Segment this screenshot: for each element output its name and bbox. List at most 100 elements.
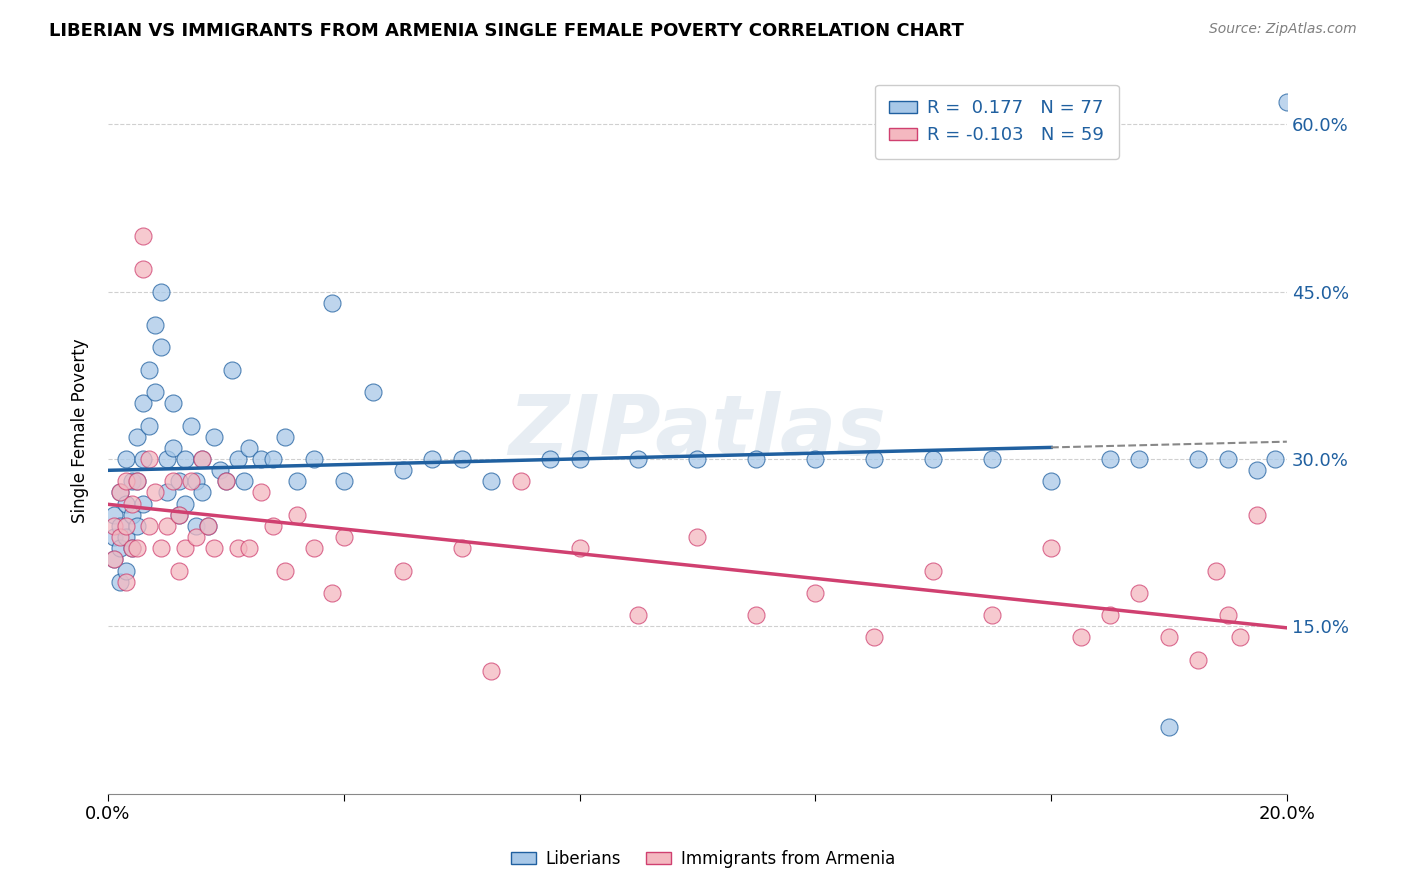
Point: [479, 475, 502, 489]
Point: [686, 530, 709, 544]
Point: [215, 475, 238, 489]
Point: [202, 541, 225, 556]
Point: [186, 519, 208, 533]
Point: [215, 475, 238, 489]
Point: [863, 631, 886, 645]
Point: [156, 485, 179, 500]
Point: [568, 541, 591, 556]
Point: [1187, 653, 1209, 667]
Point: [627, 452, 650, 467]
Point: [121, 475, 143, 489]
Point: [981, 608, 1004, 623]
Point: [450, 452, 472, 467]
Point: [509, 475, 531, 489]
Point: [186, 475, 208, 489]
Point: [1229, 631, 1251, 645]
Point: [103, 519, 125, 533]
Point: [1157, 720, 1180, 734]
Point: [167, 564, 190, 578]
Point: [127, 519, 149, 533]
Point: [108, 485, 131, 500]
Point: [108, 530, 131, 544]
Point: [162, 396, 184, 410]
Point: [191, 452, 214, 467]
Point: [167, 508, 190, 522]
Point: [804, 452, 827, 467]
Point: [420, 452, 443, 467]
Point: [1040, 475, 1063, 489]
Point: [197, 519, 219, 533]
Point: [745, 452, 768, 467]
Point: [1128, 586, 1150, 600]
Point: [179, 475, 201, 489]
Point: [568, 452, 591, 467]
Point: [332, 475, 354, 489]
Point: [138, 519, 160, 533]
Point: [361, 385, 384, 400]
Point: [173, 497, 195, 511]
Point: [450, 541, 472, 556]
Text: Source: ZipAtlas.com: Source: ZipAtlas.com: [1209, 22, 1357, 37]
Point: [250, 452, 273, 467]
Point: [138, 363, 160, 377]
Point: [627, 608, 650, 623]
Point: [127, 430, 149, 444]
Point: [150, 285, 173, 299]
Point: [108, 519, 131, 533]
Point: [1157, 631, 1180, 645]
Point: [221, 363, 243, 377]
Point: [173, 541, 195, 556]
Point: [179, 418, 201, 433]
Point: [114, 519, 136, 533]
Point: [138, 452, 160, 467]
Point: [391, 463, 413, 477]
Point: [1070, 631, 1092, 645]
Point: [208, 463, 231, 477]
Point: [143, 318, 166, 332]
Point: [121, 497, 143, 511]
Point: [922, 452, 945, 467]
Point: [156, 519, 179, 533]
Text: ZIPatlas: ZIPatlas: [509, 391, 886, 472]
Point: [1040, 541, 1063, 556]
Point: [121, 541, 143, 556]
Point: [863, 452, 886, 467]
Point: [132, 396, 155, 410]
Point: [285, 475, 308, 489]
Point: [250, 485, 273, 500]
Point: [150, 541, 173, 556]
Point: [981, 452, 1004, 467]
Text: LIBERIAN VS IMMIGRANTS FROM ARMENIA SINGLE FEMALE POVERTY CORRELATION CHART: LIBERIAN VS IMMIGRANTS FROM ARMENIA SING…: [49, 22, 965, 40]
Point: [226, 541, 249, 556]
Point: [202, 430, 225, 444]
Point: [103, 552, 125, 566]
Point: [262, 519, 284, 533]
Point: [138, 418, 160, 433]
Point: [238, 441, 260, 455]
Point: [143, 385, 166, 400]
Point: [391, 564, 413, 578]
Point: [114, 564, 136, 578]
Legend: R =  0.177   N = 77, R = -0.103   N = 59: R = 0.177 N = 77, R = -0.103 N = 59: [875, 85, 1119, 159]
Point: [127, 475, 149, 489]
Point: [121, 541, 143, 556]
Point: [1098, 608, 1121, 623]
Point: [804, 586, 827, 600]
Point: [167, 475, 190, 489]
Point: [127, 541, 149, 556]
Point: [132, 497, 155, 511]
Point: [114, 475, 136, 489]
Point: [1216, 452, 1239, 467]
Point: [1246, 508, 1268, 522]
Point: [167, 508, 190, 522]
Point: [132, 262, 155, 277]
Point: [114, 574, 136, 589]
Point: [304, 541, 326, 556]
Point: [108, 485, 131, 500]
Point: [108, 574, 131, 589]
Point: [321, 586, 343, 600]
Point: [132, 452, 155, 467]
Point: [922, 564, 945, 578]
Point: [262, 452, 284, 467]
Point: [103, 530, 125, 544]
